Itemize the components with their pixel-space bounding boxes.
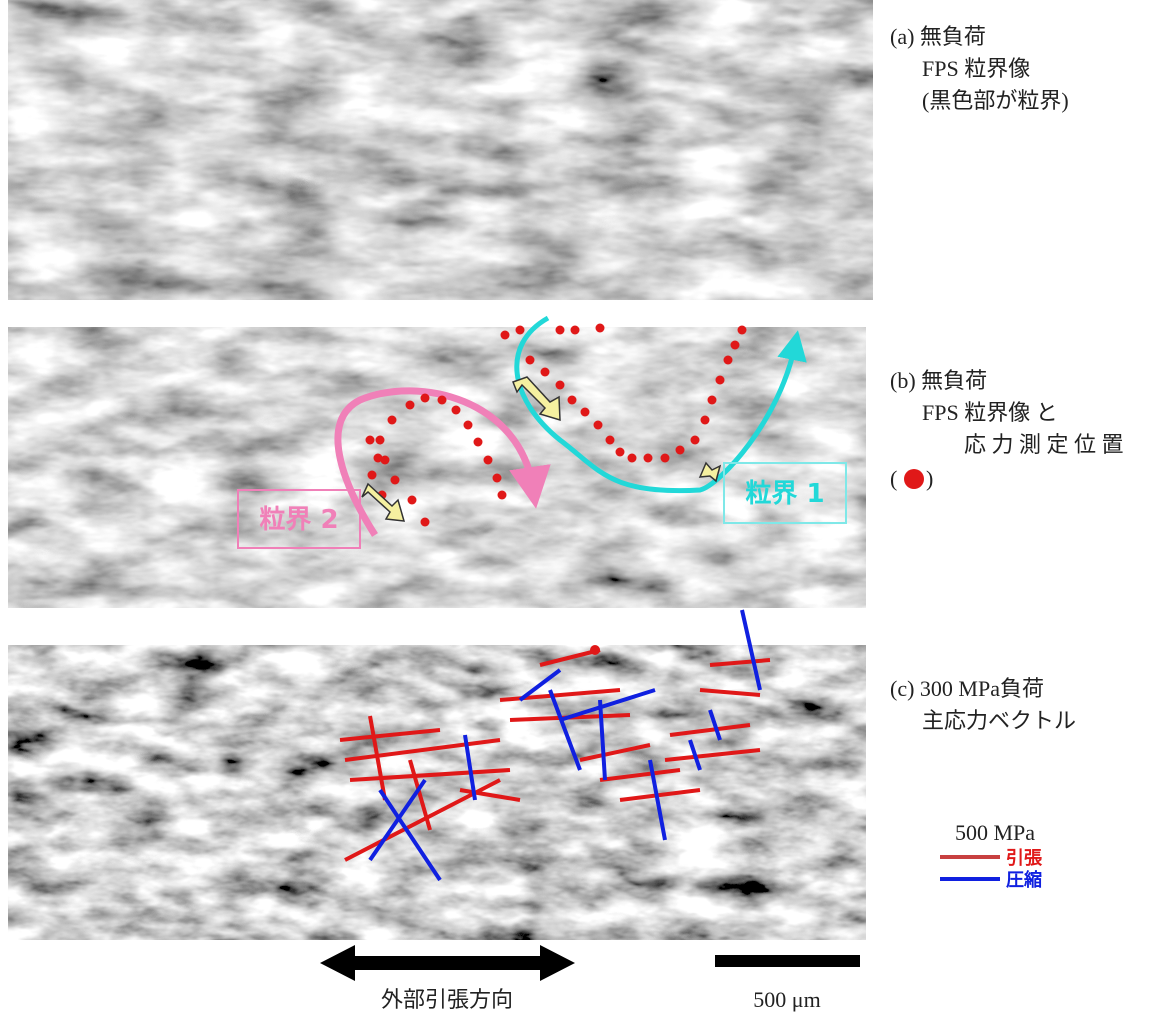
- measurement-dot: [616, 448, 625, 457]
- measurement-dot: [568, 396, 577, 405]
- boundary-2-label: 粒界 2: [259, 505, 338, 535]
- marker-dot: [904, 469, 924, 489]
- measurement-dot: [368, 471, 377, 480]
- measurement-dot: [738, 326, 747, 335]
- panel-b-line: (b) 無負荷: [890, 368, 987, 393]
- measurement-dot: [556, 381, 565, 390]
- measurement-dot: [596, 324, 605, 333]
- measurement-dot: [731, 341, 740, 350]
- page: { "panel_a": {"lines": ["(a) 無負荷", "FPS …: [0, 0, 1170, 1017]
- measurement-dot: [541, 368, 550, 377]
- measurement-dot: [388, 416, 397, 425]
- measurement-dot: [716, 376, 725, 385]
- legend-compression: 圧縮: [1006, 869, 1042, 891]
- measurement-dot: [581, 408, 590, 417]
- measurement-dot: [594, 421, 603, 430]
- panel-c-line: (c) 300 MPa負荷: [890, 676, 1044, 701]
- measurement-dot: [374, 454, 383, 463]
- measurement-dot: [474, 438, 483, 447]
- measurement-dot: [366, 436, 375, 445]
- measurement-dot: [691, 436, 700, 445]
- panel-a-line: (黒色部が粒界): [922, 88, 1069, 113]
- legend-scale: 500 MPa: [955, 820, 1035, 845]
- measurement-dot: [464, 421, 473, 430]
- boundary-1-label: 粒界 1: [745, 479, 824, 509]
- measurement-dot: [661, 454, 670, 463]
- measurement-dot: [501, 331, 510, 340]
- panel-b-line: FPS 粒界像 と: [922, 400, 1058, 425]
- measurement-dot: [628, 454, 637, 463]
- marker-close: ): [926, 466, 933, 491]
- direction-label: 外部引張方向: [381, 987, 513, 1012]
- measurement-dot: [644, 454, 653, 463]
- measurement-dot: [556, 326, 565, 335]
- measurement-dot: [376, 436, 385, 445]
- measurement-dot: [408, 496, 417, 505]
- panel-b-line: 応 力 測 定 位 置: [964, 432, 1124, 457]
- measurement-dot: [438, 396, 447, 405]
- tension-direction-arrow: [320, 945, 575, 981]
- measurement-dot: [676, 446, 685, 455]
- measurement-dot: [452, 406, 461, 415]
- measurement-dot: [724, 356, 733, 365]
- measurement-dot: [484, 456, 493, 465]
- measurement-dot: [701, 416, 710, 425]
- scale-bar-label: 500 μm: [753, 987, 820, 1012]
- figure: 粒界 2 粒界 1 (a) 無負荷 FPS 粒界像 (黒色部が粒界) (b) 無…: [0, 0, 1170, 1017]
- panel-a-line: FPS 粒界像: [922, 56, 1030, 81]
- measurement-dot: [498, 491, 507, 500]
- marker-open: (: [890, 466, 897, 491]
- measurement-dot: [493, 474, 502, 483]
- scale-bar: [715, 955, 860, 967]
- measurement-dot: [571, 326, 580, 335]
- measurement-dot: [516, 326, 525, 335]
- measurement-dot: [391, 476, 400, 485]
- micrograph-b: [8, 327, 866, 608]
- measurement-dot: [526, 356, 535, 365]
- measurement-dot: [421, 394, 430, 403]
- measurement-dot: [421, 518, 430, 527]
- panel-a-line: (a) 無負荷: [890, 24, 986, 49]
- micrograph-a: [8, 0, 873, 300]
- measurement-dot: [708, 396, 717, 405]
- micrograph-c: [8, 645, 866, 940]
- measurement-dot: [406, 401, 415, 410]
- panel-c-line: 主応力ベクトル: [922, 708, 1076, 733]
- legend-tension: 引張: [1006, 848, 1043, 869]
- measurement-dot: [606, 436, 615, 445]
